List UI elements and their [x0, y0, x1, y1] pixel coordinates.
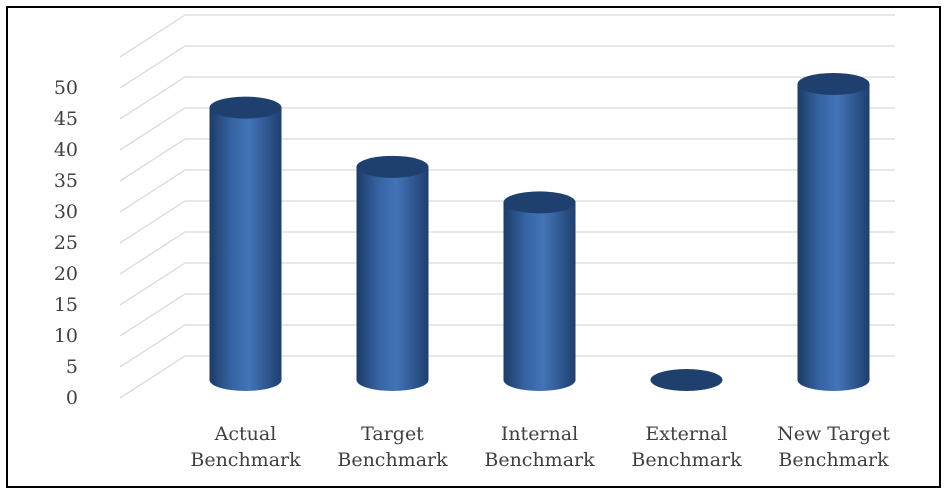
grid-line-diagonal-30 [119, 169, 186, 213]
y-tick-label-45: 45 [54, 108, 78, 130]
bars [209, 72, 870, 391]
grid-line-diagonal-35 [119, 138, 186, 182]
x-category-label-2-1: Target [361, 423, 424, 445]
bar-body-5 [797, 83, 870, 391]
y-tick-label-40: 40 [54, 139, 78, 161]
bar-1 [209, 96, 282, 391]
bar-top-3 [503, 191, 576, 214]
x-category-label-3-2: Benchmark [484, 449, 595, 471]
bar-4 [650, 369, 723, 391]
x-category-label-4-1: External [645, 423, 727, 445]
y-tick-label-30: 30 [54, 201, 78, 223]
bar-3 [503, 191, 576, 391]
y-tick-label-25: 25 [54, 232, 78, 254]
bar-5 [797, 72, 870, 391]
bar-body-3 [503, 202, 576, 391]
x-category-label-3-1: Internal [501, 423, 578, 445]
bar-body-2 [356, 166, 429, 391]
bar-top-4 [650, 369, 723, 391]
grid-line-diagonal-10 [119, 293, 186, 337]
x-category-label-5-2: Benchmark [778, 449, 889, 471]
y-tick-label-0: 0 [66, 387, 78, 409]
x-category-label-2-2: Benchmark [337, 449, 448, 471]
grid-line-diagonal-45 [119, 76, 186, 120]
y-tick-label-15: 15 [54, 294, 78, 316]
grid-line-diagonal-20 [119, 231, 186, 275]
grid-line-diagonal-0 [119, 355, 186, 399]
bar-top-2 [356, 155, 429, 178]
grid-line-diagonal-5 [119, 324, 186, 368]
bar-2 [356, 155, 429, 391]
grid-line-diagonal-50 [119, 45, 186, 89]
bar-body-1 [209, 107, 282, 391]
x-category-label-5-1: New Target [777, 423, 890, 445]
grid-line-diagonal-top [119, 14, 186, 58]
y-tick-label-50: 50 [54, 77, 78, 99]
y-tick-label-20: 20 [54, 263, 78, 285]
grid-line-diagonal-25 [119, 200, 186, 244]
y-tick-label-5: 5 [66, 356, 78, 378]
y-axis-ticks: 0 5 10 15 20 25 30 35 40 45 50 [54, 77, 78, 409]
grid-line-diagonal-15 [119, 262, 186, 306]
y-tick-label-10: 10 [54, 325, 78, 347]
bar-top-1 [209, 96, 282, 119]
x-axis-labels: Actual Benchmark Target Benchmark Internal Be… [190, 423, 890, 471]
grid-line-diagonal-40 [119, 107, 186, 151]
x-category-label-1-2: Benchmark [190, 449, 301, 471]
bar-top-5 [797, 72, 870, 95]
y-tick-label-35: 35 [54, 170, 78, 192]
x-category-label-1-1: Actual [214, 423, 277, 445]
x-category-label-4-2: Benchmark [631, 449, 742, 471]
